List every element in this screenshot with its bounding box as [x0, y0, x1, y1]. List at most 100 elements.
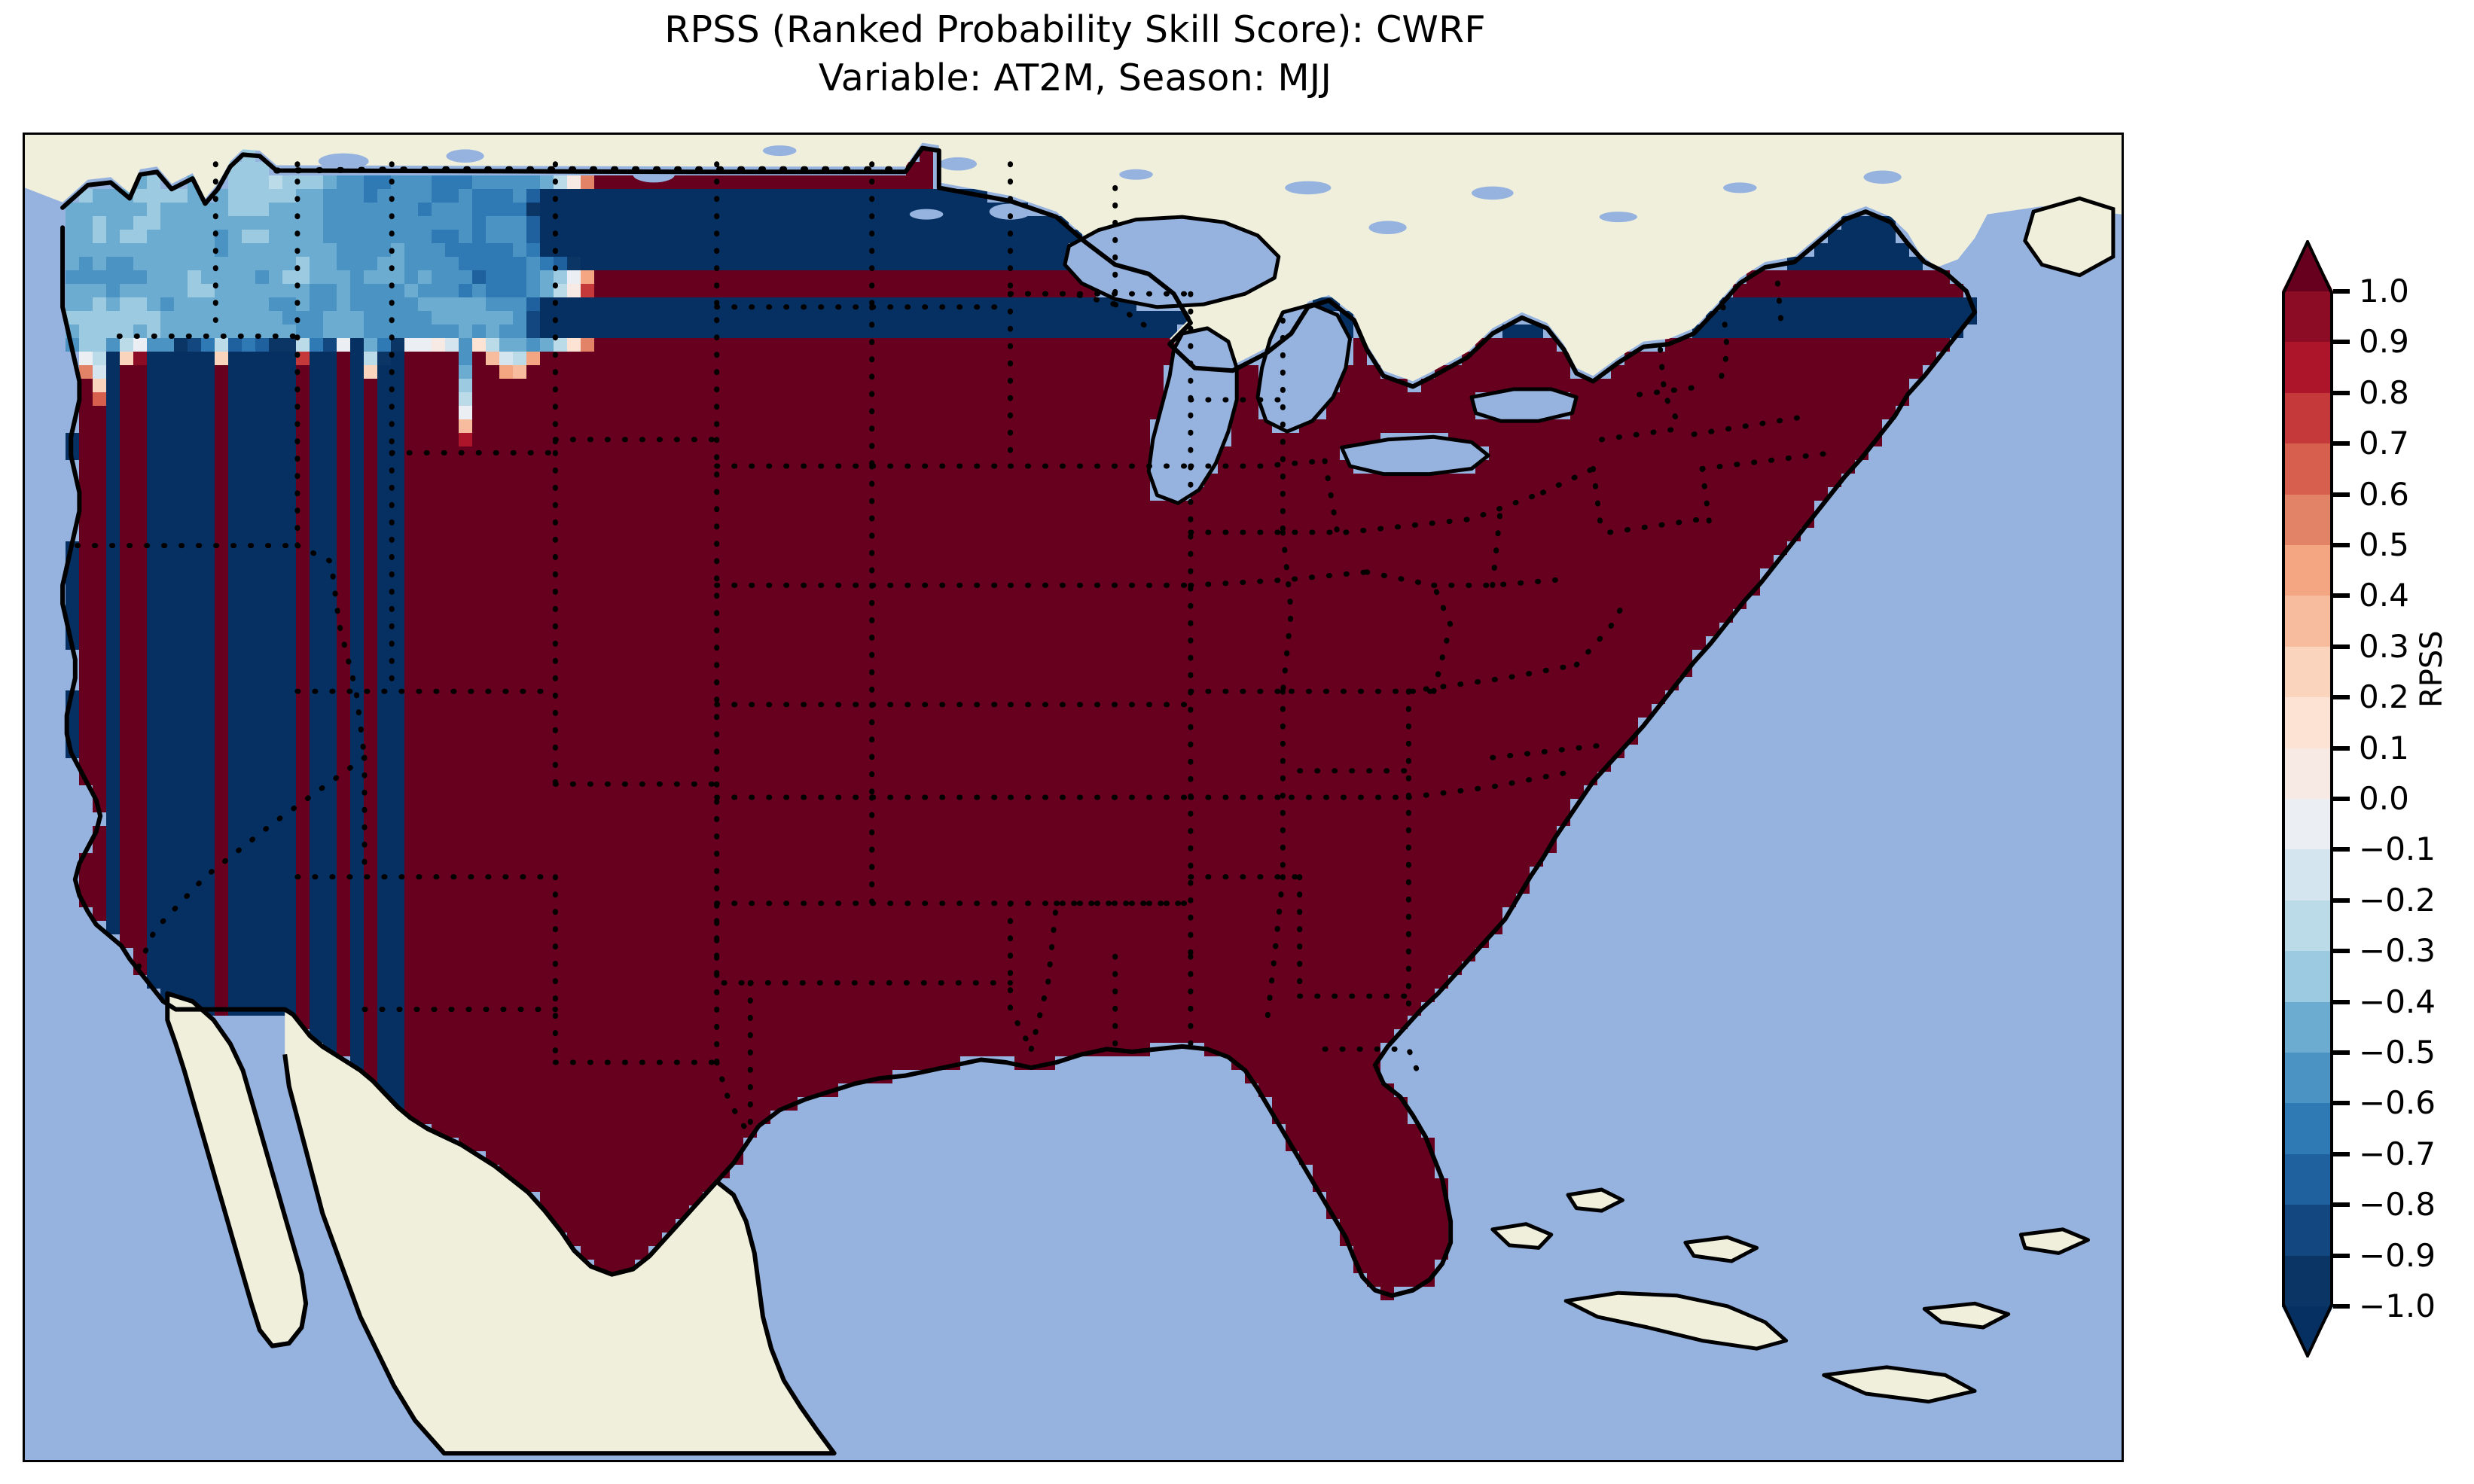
great-lake-shoreline — [1339, 434, 1490, 477]
state-border — [1573, 596, 1630, 668]
inland-lake — [938, 157, 977, 171]
colorbar-bin — [2282, 900, 2333, 952]
colorbar-bin — [2282, 951, 2333, 1003]
colorbar-tick-label: −1.0 — [2359, 1287, 2436, 1324]
geography-overlay — [25, 135, 2122, 1456]
state-border — [1774, 280, 1785, 334]
caribbean-island — [1563, 1291, 1789, 1351]
figure-title: RPSS (Ranked Probability Skill Score): C… — [0, 6, 2150, 102]
caribbean-island — [1490, 1222, 1554, 1250]
colorbar-bin — [2282, 545, 2333, 596]
inland-lake — [1975, 259, 2017, 276]
colorbar-tick-mark — [2333, 897, 2350, 903]
colorbar-tick-label: 1.0 — [2359, 273, 2409, 309]
state-border — [1405, 768, 1579, 800]
colorbar-tick-label: −0.8 — [2359, 1186, 2436, 1223]
colorbar-bin — [2282, 392, 2333, 444]
state-border — [1405, 662, 1579, 694]
colorbar-tick-label: 0.5 — [2359, 526, 2409, 563]
colorbar-tick-mark — [2333, 441, 2350, 446]
colorbar-tick-mark — [2333, 949, 2350, 954]
title-line-2: Variable: AT2M, Season: MJJ — [818, 56, 1332, 99]
great-lake-shoreline — [1063, 215, 1281, 309]
colorbar-extend-min-arrow — [2282, 1306, 2333, 1358]
great-lake-shoreline — [1469, 387, 1579, 423]
colorbar-tick-label: −0.5 — [2359, 1034, 2436, 1071]
caribbean-island — [1922, 1301, 2011, 1330]
colorbar-tick-label: 0.3 — [2359, 627, 2409, 665]
colorbar-bin — [2282, 1255, 2333, 1307]
state-border — [1008, 900, 1034, 1052]
title-line-1: RPSS (Ranked Probability Skill Score): C… — [664, 8, 1486, 51]
state-border — [1691, 413, 1814, 437]
inland-lake — [1599, 212, 1637, 223]
colorbar-tick-mark — [2333, 1304, 2350, 1309]
state-border — [1280, 529, 1295, 694]
state-border — [1112, 301, 1152, 331]
colorbar-extend-max-arrow — [2282, 240, 2333, 291]
colorbar-bin — [2282, 799, 2333, 850]
caribbean-island — [1822, 1365, 1977, 1404]
colorbar-gradient — [2282, 291, 2333, 1307]
colorbar-tick-label: 0.2 — [2359, 678, 2409, 716]
colorbar-tick-mark — [2333, 1101, 2350, 1106]
inland-lake — [1368, 221, 1407, 234]
caribbean-island — [1683, 1235, 1759, 1263]
colorbar-tick-label: 0.1 — [2359, 729, 2409, 766]
state-border — [1599, 426, 1680, 443]
colorbar-tick-label: 0.0 — [2359, 780, 2409, 817]
colorbar-tick-mark — [2333, 593, 2350, 599]
colorbar-bin — [2282, 1053, 2333, 1104]
great-lake-shoreline — [1146, 326, 1239, 505]
national-border — [273, 166, 909, 174]
state-border — [294, 543, 368, 760]
colorbar-tick-label: 0.7 — [2359, 425, 2409, 462]
colorbar-bin — [2282, 1103, 2333, 1155]
colorbar[interactable]: 1.0 0.9 0.8 0.7 0.6 0.5 0.4 0.3 0.2 0.1 0.0 −0.1 −0.… — [2282, 226, 2470, 1370]
colorbar-tick-mark — [2333, 797, 2350, 801]
baja-coastline — [165, 991, 309, 1348]
state-border — [1590, 466, 1605, 535]
colorbar-tick-mark — [2333, 543, 2350, 547]
colorbar-tick-mark — [2333, 1202, 2350, 1208]
colorbar-tick-mark — [2333, 340, 2350, 345]
colorbar-bin — [2282, 748, 2333, 800]
state-border — [1699, 466, 1713, 535]
caribbean-island — [1566, 1187, 1624, 1213]
colorbar-axis-label: RPSS — [2415, 630, 2449, 708]
colorbar-tick-label: −0.2 — [2359, 881, 2436, 919]
colorbar-tick-label: 0.9 — [2359, 323, 2409, 361]
colorbar-tick-label: −0.4 — [2359, 983, 2436, 1020]
colorbar-tick-label: −0.1 — [2359, 830, 2436, 868]
inland-lake — [1119, 169, 1153, 180]
colorbar-tick-mark — [2333, 745, 2350, 751]
state-border — [1322, 458, 1349, 535]
colorbar-bin — [2282, 697, 2333, 749]
inland-lake — [446, 149, 484, 163]
colorbar-tick-mark — [2333, 695, 2350, 700]
colorbar-tick-mark — [2333, 1050, 2350, 1055]
great-lake — [1064, 217, 1279, 307]
inland-lake — [1863, 170, 1902, 184]
colorbar-bin — [2282, 596, 2333, 648]
caribbean-island — [2018, 1227, 2090, 1255]
colorbar-tick-mark — [2333, 644, 2350, 649]
colorbar-tick-label: 0.6 — [2359, 475, 2409, 513]
state-border — [1343, 489, 1546, 535]
state-border — [1028, 900, 1060, 1052]
inland-lake — [1285, 181, 1332, 195]
state-border — [1322, 1046, 1420, 1074]
great-lake — [1341, 437, 1489, 474]
colorbar-bin — [2282, 494, 2333, 546]
colorbar-tick-mark — [2333, 847, 2350, 852]
state-border — [1431, 577, 1558, 588]
colorbar-tick-label: −0.3 — [2359, 932, 2436, 970]
state-border — [1490, 503, 1504, 588]
state-border — [1263, 874, 1286, 1034]
colorbar-tick-mark — [2333, 1253, 2350, 1258]
colorbar-bin — [2282, 1001, 2333, 1053]
state-border — [714, 900, 753, 986]
inland-lake — [989, 203, 1032, 220]
us-coastline — [60, 145, 1978, 1298]
colorbar-tick-label: 0.4 — [2359, 577, 2409, 614]
